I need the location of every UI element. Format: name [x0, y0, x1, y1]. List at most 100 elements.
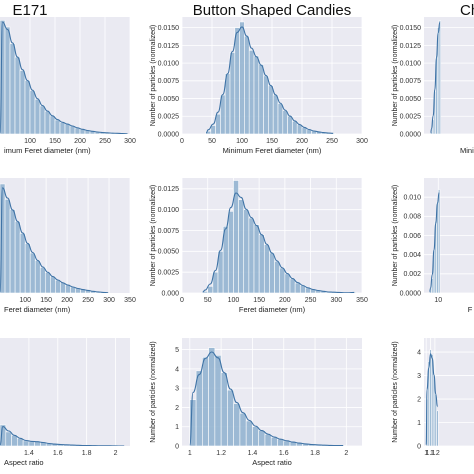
y-tick-label: 0.0050: [158, 249, 180, 256]
x-tick-label: 1.2: [216, 450, 226, 457]
bar: [258, 430, 266, 446]
x-tick-label: 200: [61, 297, 73, 304]
y-tick-labels: 0.0000 0.0025 0.0050 0.0075 0.0100 0.0125 0.01…: [158, 25, 180, 138]
bar: [252, 426, 259, 446]
x-tick-label: 50: [204, 297, 212, 304]
x-tick-label: 1.8: [310, 450, 320, 457]
bar: [229, 52, 236, 134]
x-tick-label: 150: [253, 297, 265, 304]
bar: [263, 244, 270, 293]
y-tick-label: 0.0075: [400, 78, 422, 85]
bar: [195, 370, 203, 446]
gridlines: [424, 27, 474, 134]
x-tick-label: 150: [49, 138, 61, 145]
bar: [64, 123, 71, 134]
x-tick-label: 100: [236, 138, 248, 145]
bar: [29, 252, 36, 293]
kde-curve: [189, 351, 344, 446]
bar: [239, 412, 247, 446]
x-tick-label: 100: [19, 297, 31, 304]
x-tick-label: 1.6: [53, 450, 63, 457]
panel-p20: 1.4 1.6 1.8 2 Aspect ratio: [0, 338, 130, 467]
y-tick-label: 4: [175, 366, 179, 373]
bar: [248, 50, 255, 134]
y-tick-label: 0: [417, 443, 421, 450]
x-tick-label: 1.4: [24, 450, 34, 457]
bar: [239, 21, 245, 134]
x-tick-label: 150: [266, 138, 278, 145]
bar: [279, 267, 286, 293]
bar: [294, 282, 301, 293]
gridlines: [28, 338, 116, 446]
y-tick-label: 0.0050: [400, 96, 422, 103]
bar: [39, 267, 46, 293]
kde-curve: [430, 21, 441, 134]
bar: [74, 127, 81, 134]
bar: [207, 286, 214, 293]
bar: [11, 435, 18, 446]
x-tick-label: 250: [326, 138, 338, 145]
panel-p02: 0.0000 0.0025 0.0050 0.0075 0.0100 0.0125 0.01…: [392, 17, 474, 155]
x-tick-label: 200: [296, 138, 308, 145]
bar: [269, 252, 275, 293]
bar: [49, 115, 56, 134]
y-axis-label: Number of particles (normalized): [392, 25, 399, 127]
x-tick-label: 0: [180, 138, 184, 145]
bars: [430, 20, 441, 134]
x-tick-label: 200: [74, 138, 86, 145]
x-tick-labels: 0 50 100 150 200 250 300 350: [180, 297, 368, 304]
bar: [284, 273, 291, 293]
kde-curve: [425, 353, 439, 446]
x-tick-labels: 100 150 200 250 300: [24, 138, 136, 145]
bar: [34, 98, 41, 134]
y-tick-label: 4: [417, 349, 421, 356]
bar: [289, 278, 296, 293]
bar: [220, 372, 228, 446]
y-tick-label: 0.000: [161, 290, 179, 297]
x-tick-labels: 100 150 200 250 300 350: [19, 297, 136, 304]
x-tick-label: 300: [356, 138, 368, 145]
bars: [205, 21, 336, 134]
bar: [208, 347, 216, 446]
bar: [282, 110, 288, 134]
x-tick-label: 250: [305, 297, 317, 304]
bar: [17, 438, 24, 446]
x-tick-labels: 10: [434, 297, 442, 304]
bar: [248, 217, 255, 293]
bar: [39, 105, 46, 134]
bar: [245, 420, 253, 446]
y-tick-label: 0.0000: [400, 290, 422, 297]
bar: [264, 434, 272, 446]
bar: [258, 64, 264, 134]
y-tick-label: 0.006: [403, 233, 421, 240]
bar: [277, 438, 285, 446]
y-tick-label: 2: [175, 405, 179, 412]
x-tick-label: 300: [330, 297, 342, 304]
kde-curve: [0, 426, 125, 446]
bar: [296, 124, 303, 134]
kde-curve: [202, 192, 355, 293]
x-tick-label: 300: [103, 297, 115, 304]
bar: [22, 440, 30, 446]
y-tick-label: 0.0025: [158, 270, 180, 277]
x-tick-label: 100: [24, 138, 36, 145]
bar: [5, 431, 12, 446]
bar: [9, 43, 16, 134]
bar: [24, 243, 31, 293]
bar: [270, 437, 278, 446]
column-titles: E171 Button Shaped Candies Ch: [12, 2, 474, 19]
kde-curve: [429, 192, 440, 293]
bar: [65, 285, 71, 293]
bar: [283, 440, 291, 446]
bar: [50, 276, 56, 293]
bar: [238, 199, 245, 293]
x-tick-label: 0: [180, 297, 184, 304]
bar: [24, 80, 31, 134]
bar: [436, 410, 439, 446]
x-axis-label: Aspect ratio: [4, 458, 44, 467]
y-tick-label: 0.0100: [158, 60, 180, 67]
x-tick-label: 1: [188, 450, 192, 457]
